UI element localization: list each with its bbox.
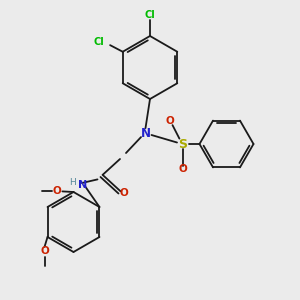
Text: O: O bbox=[165, 116, 174, 127]
Text: H: H bbox=[70, 178, 76, 187]
Text: S: S bbox=[178, 137, 188, 151]
Text: N: N bbox=[140, 127, 151, 140]
Text: O: O bbox=[119, 188, 128, 199]
Text: N: N bbox=[79, 179, 88, 190]
Text: Cl: Cl bbox=[145, 10, 155, 20]
Text: O: O bbox=[178, 164, 188, 175]
Text: O: O bbox=[40, 246, 49, 256]
Text: Cl: Cl bbox=[94, 37, 105, 47]
Text: O: O bbox=[52, 186, 61, 197]
